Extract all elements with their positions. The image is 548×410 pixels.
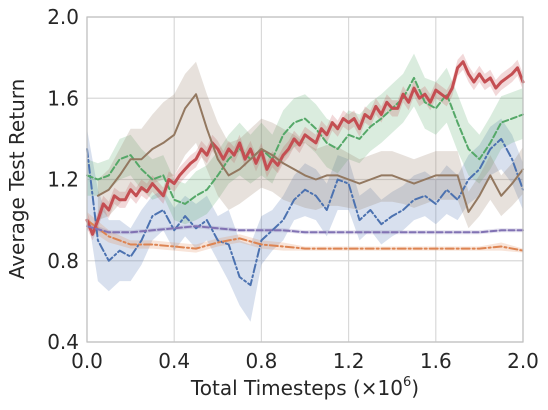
y-tick-label: 0.4 — [47, 330, 79, 354]
series-1-line — [86, 137, 524, 287]
x-axis-label-suffix: ) — [411, 376, 419, 400]
series-5-line — [86, 225, 524, 234]
x-axis-label-exponent: 6 — [403, 375, 411, 390]
y-axis-label: Average Test Return — [5, 79, 29, 280]
series-6-band — [97, 61, 524, 229]
series-4-line — [85, 60, 525, 236]
series-4-band — [87, 53, 523, 241]
x-axis-label: Total Timesteps (×106) — [190, 375, 419, 400]
x-tick-label: 2.0 — [507, 349, 539, 373]
x-tick-label: 0.8 — [245, 349, 277, 373]
series-2-line — [86, 219, 524, 252]
confidence-bands — [87, 53, 524, 322]
x-tick-label: 1.2 — [333, 349, 365, 373]
y-tick-label: 1.6 — [47, 86, 79, 110]
x-axis-ticks: 0.0 0.4 0.8 1.2 1.6 2.0 — [71, 349, 539, 373]
y-tick-label: 1.2 — [47, 168, 79, 192]
y-tick-label: 2.0 — [47, 5, 79, 29]
y-tick-label: 0.8 — [47, 249, 79, 273]
x-tick-label: 1.6 — [420, 349, 452, 373]
series-1-band — [87, 118, 523, 322]
x-axis-label-main: Total Timesteps (×10 — [190, 376, 403, 400]
series-3-line — [86, 76, 524, 205]
x-tick-label: 0.4 — [158, 349, 190, 373]
series-6-line — [96, 93, 524, 213]
plot-frame — [86, 16, 524, 343]
series-3-band — [87, 53, 523, 225]
series-lines — [85, 60, 525, 287]
y-axis-ticks: 0.4 0.8 1.2 1.6 2.0 — [47, 5, 79, 354]
x-tick-label: 0.0 — [71, 349, 103, 373]
